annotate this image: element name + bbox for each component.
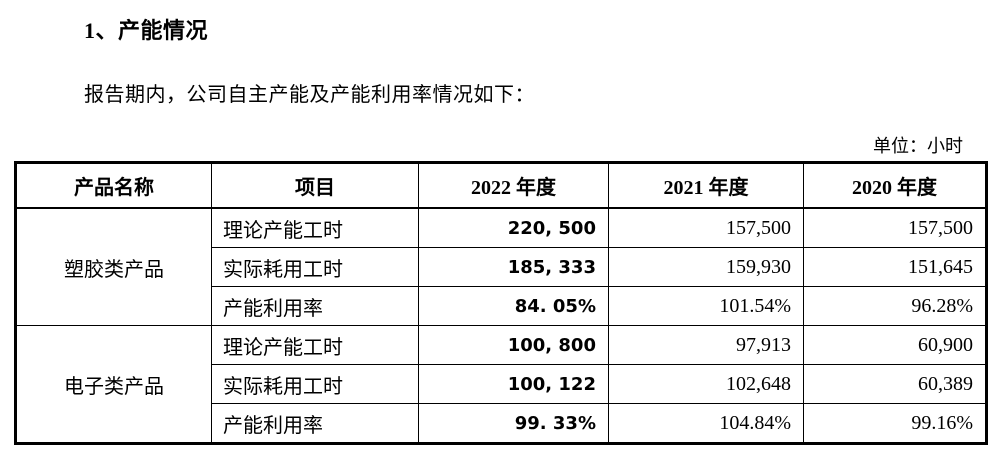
product-name-electronic: 电子类产品 [15,325,212,444]
value-2022: 100, 122 [418,364,609,404]
value-2022: 185, 333 [418,247,609,287]
value-2020: 99.16% [803,403,987,444]
col-header-year-2022: 2022 年度 [418,162,609,209]
value-2020: 151,645 [803,247,987,287]
table-row: 实际耗用工时 100, 122 102,648 60,389 [16,364,987,404]
table-row: 产能利用率 84. 05% 101.54% 96.28% [16,286,987,326]
value-2021: 101.54% [608,286,804,326]
col-header-product-name: 产品名称 [15,162,212,209]
item-label: 产能利用率 [211,286,419,326]
value-2021: 159,930 [608,247,804,287]
value-2020: 157,500 [803,207,987,248]
value-2021: 104.84% [608,403,804,444]
value-2022: 100, 800 [418,325,609,365]
item-label: 产能利用率 [211,403,419,444]
table-row: 产能利用率 99. 33% 104.84% 99.16% [16,403,987,444]
product-name-plastic: 塑胶类产品 [15,207,212,326]
col-header-year-2020: 2020 年度 [803,162,987,209]
table-row: 塑胶类产品 理论产能工时 220, 500 157,500 157,500 [15,207,987,326]
value-2020: 60,900 [803,325,987,365]
table-row: 电子类产品 理论产能工时 100, 800 97,913 60,900 [15,325,987,444]
item-label: 理论产能工时 [211,325,419,365]
value-2021: 157,500 [608,207,804,248]
value-2022: 99. 33% [418,403,609,444]
unit-label: 单位：小时 [873,136,963,156]
col-header-year-2021: 2021 年度 [608,162,804,209]
table-row: 实际耗用工时 185, 333 159,930 151,645 [16,247,987,287]
value-2021: 97,913 [608,325,804,365]
table-header-row: 产品名称 项目 2022 年度 2021 年度 2020 年度 [15,162,987,209]
value-2020: 60,389 [803,364,987,404]
item-label: 理论产能工时 [211,207,419,248]
intro-paragraph: 报告期内，公司自主产能及产能利用率情况如下： [84,84,535,106]
value-2022: 84. 05% [418,286,609,326]
section-title: 1、产能情况 [84,18,209,43]
item-label: 实际耗用工时 [211,247,419,287]
value-2022: 220, 500 [418,207,609,248]
value-2020: 96.28% [803,286,987,326]
item-label: 实际耗用工时 [211,364,419,404]
capacity-table: 产品名称 项目 2022 年度 2021 年度 2020 年度 塑胶类产品 理论… [14,161,988,445]
value-2021: 102,648 [608,364,804,404]
col-header-item: 项目 [211,162,419,209]
